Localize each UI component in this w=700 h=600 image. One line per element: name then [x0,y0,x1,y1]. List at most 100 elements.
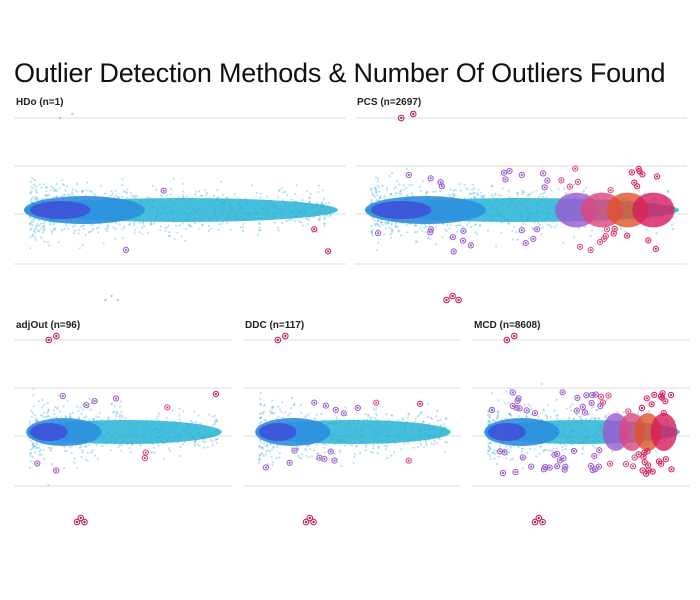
scatter-point [201,223,204,226]
scatter-point [318,218,321,221]
scatter-point [530,408,533,411]
scatter-point [491,195,495,198]
scatter-point [507,222,510,225]
scatter-point [391,414,394,417]
scatter-point [338,449,341,452]
scatter-point [535,455,538,458]
scatter-point [40,186,43,189]
scatter-point [259,192,262,195]
scatter-point [391,230,394,234]
scatter-point [49,189,53,192]
scatter-point [375,249,379,252]
scatter-point [378,225,381,228]
scatter-point [198,227,201,230]
scatter-point [526,194,529,197]
scatter-point [369,230,373,233]
scatter-point [323,222,326,225]
scatter-point [454,188,457,192]
panel-title-mcd: MCD (n=8608) [474,320,541,331]
outlier-dot [61,394,64,398]
scatter-point [52,229,55,232]
scatter-point [384,448,387,451]
outlier-ring [589,392,596,399]
scatter-point [47,414,50,417]
scatter-point [370,230,373,233]
scatter-point [54,406,57,409]
scatter-point [74,189,77,192]
scatter-point [47,408,50,412]
scatter-point [198,444,201,447]
scatter-point [241,229,245,232]
scatter-point [258,445,261,448]
scatter-point [84,445,87,449]
scatter-point [217,196,220,199]
scatter-point [194,440,197,443]
scatter-point [412,446,415,449]
scatter-point [157,412,160,415]
scatter-point [497,414,500,417]
scatter-point [529,405,532,408]
outlier-dot [419,402,422,405]
scatter-point [505,457,508,460]
scatter-point [118,414,122,417]
scatter-point [286,194,289,197]
scatter-point [168,449,171,452]
scatter-point [389,236,392,239]
scatter-point [258,416,261,420]
scatter-point [403,442,406,445]
scatter-point [81,224,85,227]
outlier-ring [160,187,167,194]
scatter-point [261,452,264,455]
scatter-point [515,191,518,194]
scatter-point [395,224,398,227]
scatter-point [50,230,53,233]
scatter-point [443,450,446,453]
scatter-point [258,444,261,447]
scatter-point [426,190,429,193]
scatter-point [211,424,214,427]
extreme-point [59,116,62,120]
scatter-point [611,450,614,453]
scatter-point [376,452,379,455]
scatter-point [317,191,320,194]
outlier-ring [501,449,508,456]
scatter-point [323,225,326,228]
outlier-dot [624,463,628,466]
outlier-ring [427,229,434,236]
outlier-dot [599,395,603,398]
scatter-point [182,196,185,199]
scatter-point [551,449,554,452]
outlier-ring [460,227,467,235]
scatter-point [123,190,126,193]
scatter-point [667,190,670,194]
outlier-dot [647,464,650,467]
scatter-point [114,189,117,192]
outlier-dot [293,449,296,452]
scatter-point [433,439,436,442]
scatter-point [413,224,416,227]
scatter-point [112,226,115,229]
scatter-point [37,198,40,201]
scatter-point [486,229,489,232]
scatter-point [349,443,352,446]
outlier-ring [522,240,529,247]
scatter-point [323,451,327,454]
outlier-ring [659,390,666,397]
scatter-point [50,462,54,466]
scatter-point [46,195,49,198]
scatter-point [402,418,405,421]
scatter-point [439,419,442,422]
scatter-point [467,222,470,225]
scatter-point [266,445,269,448]
scatter-point [39,414,42,417]
outlier-dot [633,456,636,459]
scatter-point [501,187,504,190]
outlier-ring [499,469,507,477]
scatter-point [226,222,229,225]
outlier-dot [439,181,442,184]
scatter-point [441,236,444,239]
scatter-point [95,415,98,418]
scatter-point [425,225,428,228]
scatter-point [272,445,275,448]
scatter-point [494,192,497,195]
